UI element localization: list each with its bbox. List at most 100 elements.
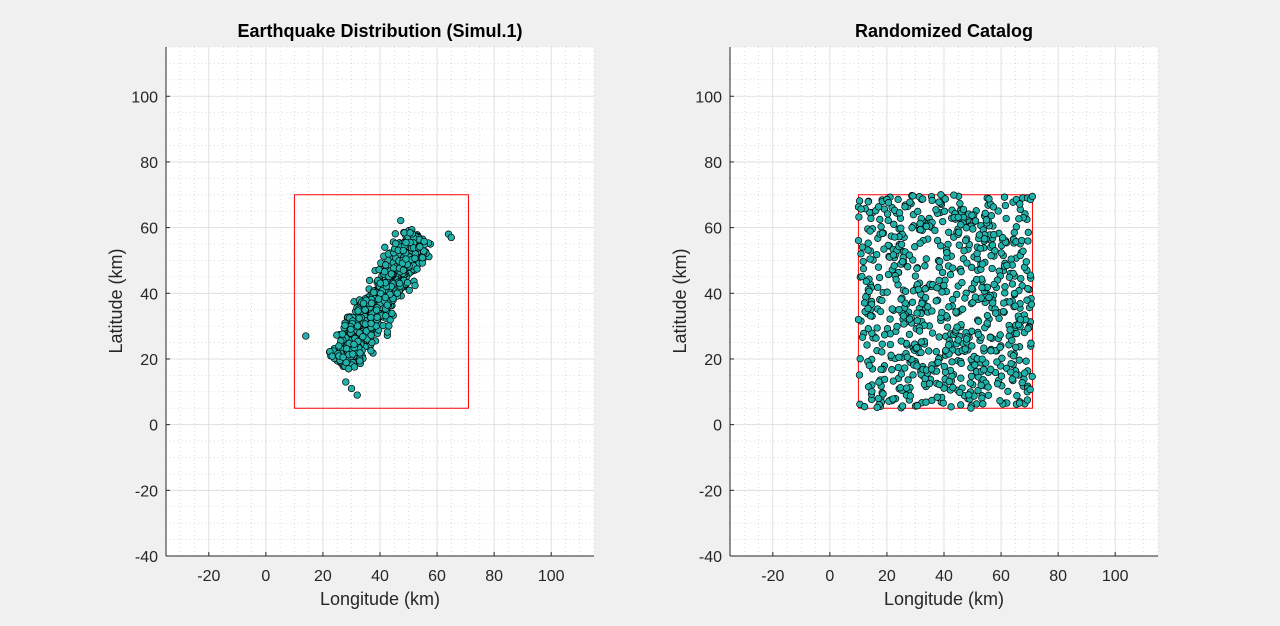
data-point	[1022, 357, 1030, 365]
data-point	[1012, 343, 1020, 351]
data-point	[361, 306, 369, 314]
data-point	[957, 268, 965, 276]
data-point	[989, 299, 997, 307]
data-point	[382, 261, 390, 269]
data-point	[905, 251, 914, 259]
data-point	[1007, 255, 1015, 263]
data-point	[897, 337, 905, 345]
data-point	[411, 281, 419, 290]
data-point	[335, 342, 343, 350]
data-point	[1001, 201, 1010, 210]
data-point	[940, 207, 949, 215]
data-point	[890, 262, 898, 270]
scatter-points	[854, 191, 1037, 412]
data-point	[903, 353, 912, 361]
data-point	[1008, 280, 1017, 288]
data-point	[932, 206, 940, 214]
data-point	[359, 333, 367, 341]
data-point	[878, 229, 887, 237]
data-point	[963, 259, 971, 267]
y-tick-labels: -40 -20 0 20 40 60 80 100	[131, 89, 158, 566]
data-point	[372, 306, 381, 314]
x-axis-label: Longitude (km)	[884, 589, 1004, 609]
data-point	[858, 243, 867, 251]
data-point	[354, 322, 362, 330]
data-point	[993, 380, 1002, 388]
data-point	[338, 330, 346, 338]
data-point	[1011, 302, 1019, 310]
y-tick-label: 60	[704, 221, 722, 238]
data-point	[1022, 258, 1030, 266]
data-point	[996, 343, 1004, 351]
data-point	[1007, 368, 1015, 376]
data-point	[967, 404, 975, 412]
data-point	[447, 233, 455, 242]
data-point	[922, 255, 930, 263]
x-tick-label: 0	[825, 568, 834, 585]
region-box	[857, 194, 1033, 409]
data-point	[896, 384, 905, 392]
data-point	[1023, 296, 1031, 304]
data-point	[860, 299, 869, 307]
axes-left[interactable]: -20 0 20 40 60 80 100 -40 -20 0 20 40 60 80 100 Earth…	[106, 21, 595, 609]
data-point	[387, 270, 396, 278]
data-point	[945, 228, 953, 236]
data-point	[982, 216, 991, 224]
data-point	[356, 357, 364, 365]
bounding-box	[293, 194, 469, 409]
region-box	[293, 194, 469, 409]
data-point	[886, 315, 894, 323]
data-point	[376, 279, 384, 287]
data-point	[944, 323, 952, 331]
data-point	[362, 327, 371, 335]
y-tick-label: 80	[704, 155, 722, 172]
data-point	[865, 287, 873, 295]
data-point	[1005, 273, 1014, 281]
data-point	[996, 397, 1004, 405]
data-point	[399, 246, 407, 255]
major-grid	[730, 47, 1158, 557]
data-point	[965, 391, 973, 399]
data-point	[928, 329, 937, 337]
data-point	[1024, 228, 1032, 237]
data-point	[1002, 214, 1010, 223]
data-point	[968, 211, 976, 219]
data-point	[895, 209, 904, 217]
data-point	[948, 358, 956, 366]
data-point	[986, 365, 995, 373]
data-point	[1008, 375, 1016, 383]
data-point	[385, 322, 393, 330]
data-point	[1027, 339, 1035, 347]
axes-right[interactable]: -20 0 20 40 60 80 100 -40 -20 0 20 40 60 80 100 Rando…	[670, 21, 1159, 609]
data-point	[941, 368, 950, 376]
data-point	[957, 374, 965, 382]
data-point	[889, 395, 897, 403]
data-point	[880, 245, 888, 253]
data-point	[399, 266, 408, 274]
data-point	[1019, 247, 1027, 255]
data-point	[980, 235, 989, 243]
data-point	[960, 247, 968, 255]
data-point	[865, 361, 873, 370]
data-point	[949, 295, 957, 304]
data-point	[897, 224, 905, 232]
data-point	[383, 328, 392, 336]
data-point	[901, 364, 909, 372]
data-point	[978, 355, 986, 363]
data-point	[913, 402, 922, 410]
data-point	[405, 286, 413, 294]
data-point	[859, 257, 867, 266]
x-tick-label: -20	[197, 568, 220, 585]
data-point	[886, 340, 895, 349]
data-point	[860, 403, 869, 411]
data-point	[416, 243, 424, 251]
data-point	[339, 353, 347, 361]
data-point	[875, 273, 884, 282]
data-point	[905, 330, 914, 339]
data-point	[949, 264, 957, 272]
data-point	[940, 281, 948, 290]
data-point	[934, 358, 942, 367]
data-point	[1000, 299, 1008, 307]
data-point	[1018, 236, 1026, 245]
data-point	[945, 377, 953, 386]
